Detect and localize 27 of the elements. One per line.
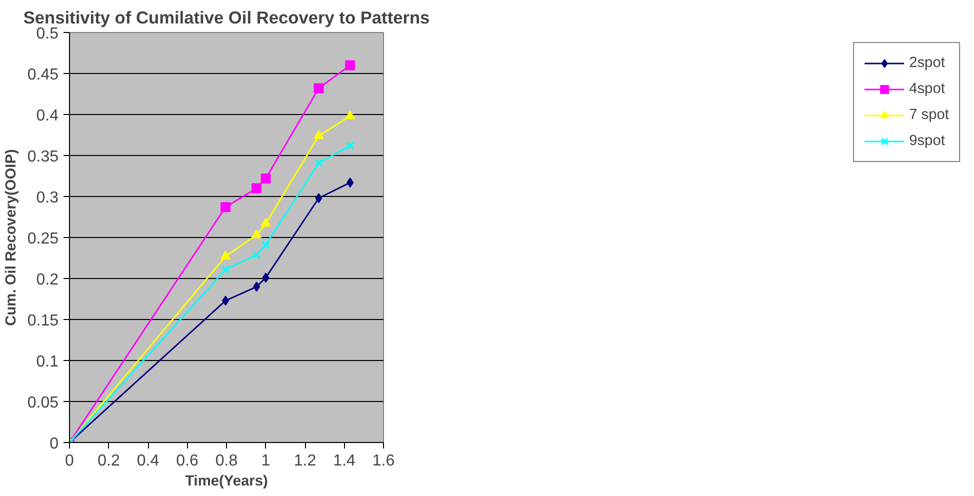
x-tick-label: 0.8 — [215, 452, 238, 470]
x-tick-label: 1.2 — [294, 452, 316, 470]
y-tick-label: 0.2 — [36, 272, 59, 288]
y-tick-label: 0.05 — [27, 394, 59, 412]
legend-label: 9spot — [909, 133, 945, 149]
y-tick-label: 0.45 — [27, 66, 59, 84]
chart-title: Sensitivity of Cumilative Oil Recovery to Patterns — [23, 8, 430, 28]
legend-label: 7 spot — [909, 107, 949, 123]
x-tick-label: 1 — [261, 452, 270, 470]
y-tick-label: 0.1 — [36, 354, 59, 370]
y-tick-label: 0.35 — [27, 148, 59, 166]
y-axis-title: Cum. Oil Recovery(OOIP) — [3, 149, 20, 326]
y-tick-label: 0 — [50, 436, 59, 452]
x-tick-label: 0.6 — [176, 452, 198, 470]
y-tick-label: 0.3 — [36, 190, 59, 206]
x-tick-label: 0.2 — [98, 452, 120, 470]
x-tick-label: 1.4 — [333, 452, 356, 470]
y-tick-label: 0.25 — [27, 230, 59, 248]
x-tick-label: 0.4 — [136, 452, 160, 470]
x-tick-label: 1.6 — [372, 452, 395, 470]
y-tick-label: 0.15 — [27, 312, 59, 330]
y-tick-label: 0.4 — [36, 108, 59, 124]
y-tick-label: 0.5 — [36, 26, 59, 42]
legend-label: 4spot — [909, 81, 945, 97]
legend-label: 2spot — [909, 55, 945, 71]
x-axis-title: Time(Years) — [185, 474, 268, 490]
x-tick-label: 0 — [65, 452, 74, 470]
